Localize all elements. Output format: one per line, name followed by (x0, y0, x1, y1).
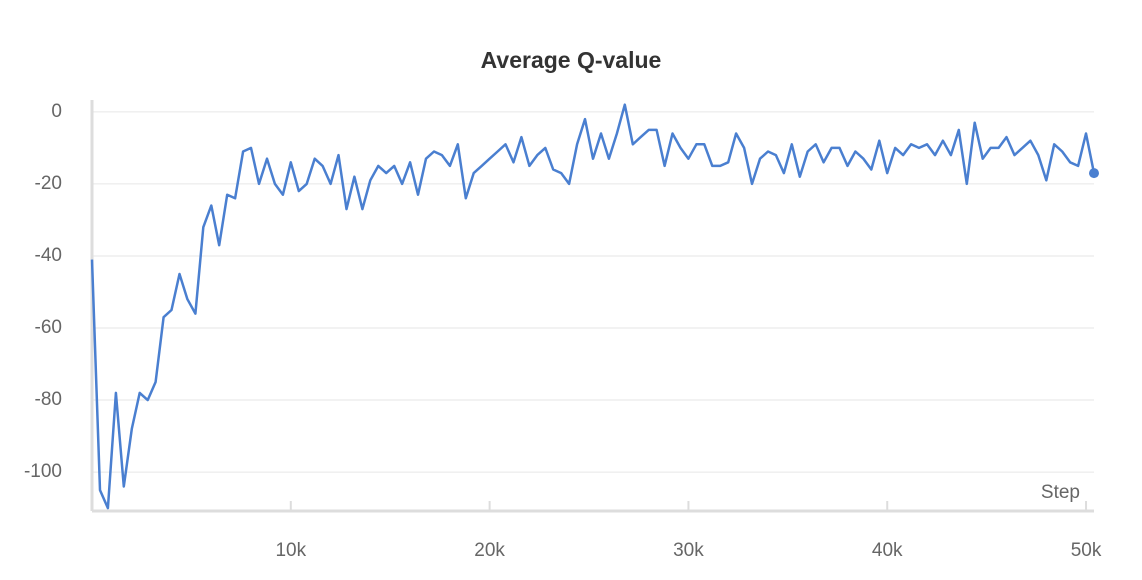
x-tick-label: 20k (474, 540, 505, 561)
data-line (90, 103, 1096, 510)
x-tick-label: 40k (872, 540, 903, 561)
x-axis-label: Step (1041, 482, 1080, 503)
y-tick-label: -80 (35, 389, 62, 410)
y-tick-label: -100 (24, 461, 62, 482)
x-tick-label: 10k (275, 540, 306, 561)
y-tick-label: 0 (51, 101, 62, 122)
y-tick-label: -40 (35, 245, 62, 266)
chart-title: Average Q-value (481, 47, 662, 73)
x-tick-label: 50k (1071, 540, 1102, 561)
y-tick-label: -20 (35, 173, 62, 194)
y-tick-label: -60 (35, 317, 62, 338)
end-point (1089, 168, 1099, 179)
x-tick-label: 30k (673, 540, 704, 561)
